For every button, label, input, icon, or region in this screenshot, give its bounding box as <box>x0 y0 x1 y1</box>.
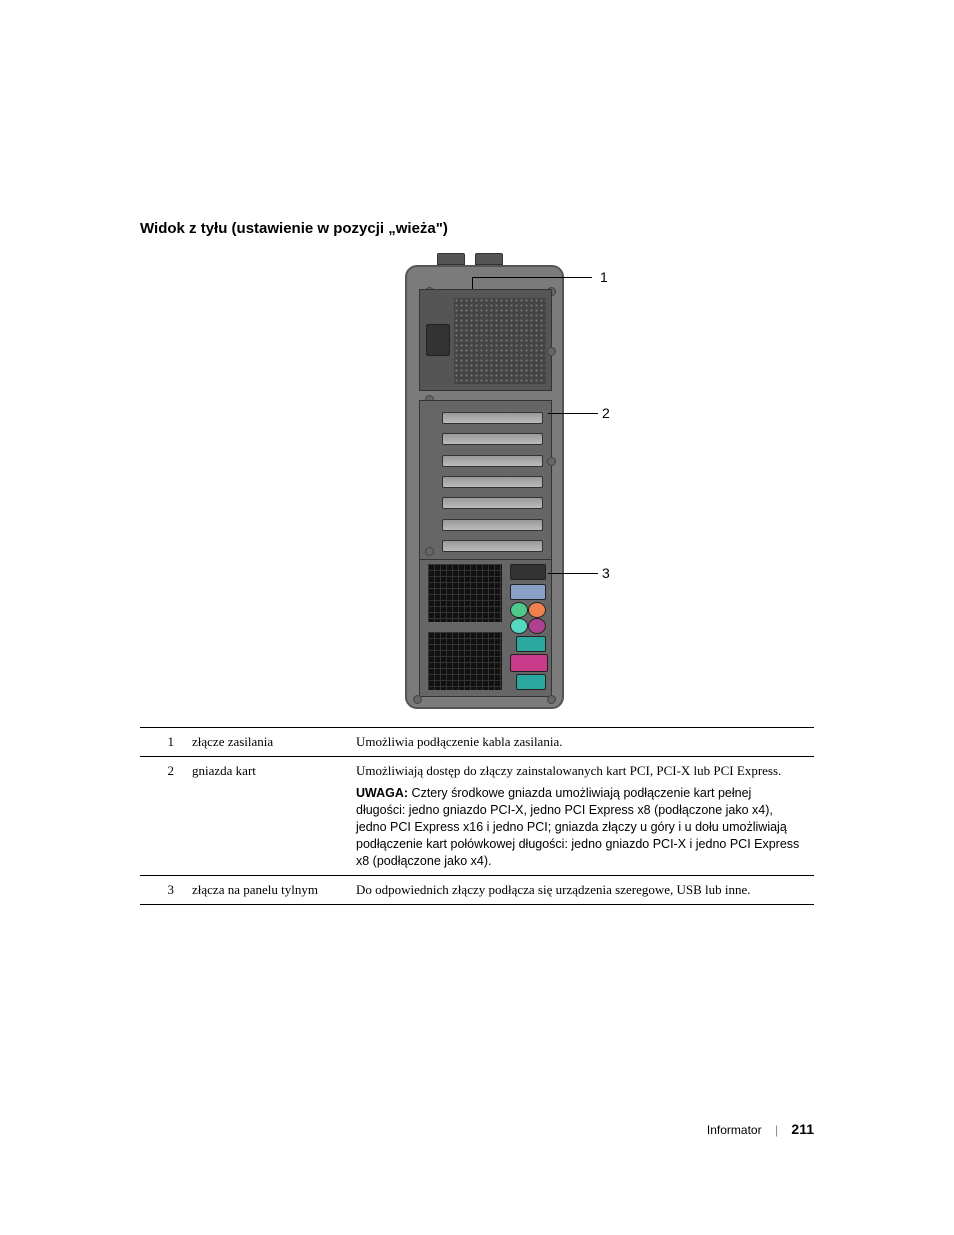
port-icon <box>510 564 546 580</box>
tower-chassis <box>405 265 564 709</box>
row-term: złącza na panelu tylnym <box>188 876 352 905</box>
serial-port-icon <box>516 636 546 652</box>
note-body: Cztery środkowe gniazda umożliwiają podł… <box>356 786 799 868</box>
expansion-slot <box>442 540 543 552</box>
description-table: 1 złącze zasilania Umożliwia podłączenie… <box>140 727 814 905</box>
power-supply <box>419 289 552 391</box>
expansion-slot <box>442 412 543 424</box>
callout-line <box>548 573 598 574</box>
power-connector <box>426 324 450 356</box>
audio-jack-icon <box>528 618 546 634</box>
screw-icon <box>547 347 556 356</box>
expansion-slot <box>442 519 543 531</box>
audio-jack-icon <box>510 618 528 634</box>
audio-jack-icon <box>510 602 528 618</box>
note-label: UWAGA: <box>356 786 408 800</box>
rear-view-figure: 1 2 3 <box>142 265 812 715</box>
card-slots <box>419 400 552 564</box>
parallel-port-icon <box>510 654 548 672</box>
note-block: UWAGA: Cztery środkowe gniazda umożliwia… <box>356 785 804 869</box>
footer-label: Informator <box>707 1123 762 1137</box>
row-number: 1 <box>140 728 188 757</box>
usb-port-icon <box>510 584 546 600</box>
row-number: 3 <box>140 876 188 905</box>
callout-line <box>472 277 473 289</box>
psu-handles <box>437 253 532 265</box>
screw-icon <box>547 695 556 704</box>
row-number: 2 <box>140 757 188 876</box>
page-number: 211 <box>791 1121 814 1137</box>
expansion-slot <box>442 455 543 467</box>
expansion-slot <box>442 497 543 509</box>
callout-number-1: 1 <box>600 269 608 285</box>
fan-vent <box>428 632 502 690</box>
psu-vent <box>454 298 546 384</box>
callout-number-2: 2 <box>602 405 610 421</box>
table-row: 2 gniazda kart Umożliwiają dostęp do złą… <box>140 757 814 876</box>
row-term: gniazda kart <box>188 757 352 876</box>
row-description: Umożliwiają dostęp do złączy zainstalowa… <box>352 757 814 876</box>
io-bottom-panel <box>419 559 552 697</box>
table-row: 1 złącze zasilania Umożliwia podłączenie… <box>140 728 814 757</box>
footer-separator: | <box>775 1123 778 1137</box>
callout-line <box>472 277 592 278</box>
row-description: Do odpowiednich złączy podłącza się urzą… <box>352 876 814 905</box>
screw-icon <box>413 695 422 704</box>
callout-number-3: 3 <box>602 565 610 581</box>
row-term: złącze zasilania <box>188 728 352 757</box>
row-description: Umożliwia podłączenie kabla zasilania. <box>352 728 814 757</box>
fan-vent <box>428 564 502 622</box>
table-row: 3 złącza na panelu tylnym Do odpowiednic… <box>140 876 814 905</box>
audio-jack-icon <box>528 602 546 618</box>
screw-icon <box>425 547 434 556</box>
expansion-slot <box>442 433 543 445</box>
screw-icon <box>547 457 556 466</box>
page-footer: Informator | 211 <box>707 1121 814 1137</box>
callout-line <box>548 413 598 414</box>
row-desc-text: Umożliwiają dostęp do złączy zainstalowa… <box>356 763 781 778</box>
expansion-slot <box>442 476 543 488</box>
rear-io-panel <box>508 562 548 692</box>
section-title: Widok z tyłu (ustawienie w pozycji „wież… <box>140 220 814 237</box>
vga-port-icon <box>516 674 546 690</box>
